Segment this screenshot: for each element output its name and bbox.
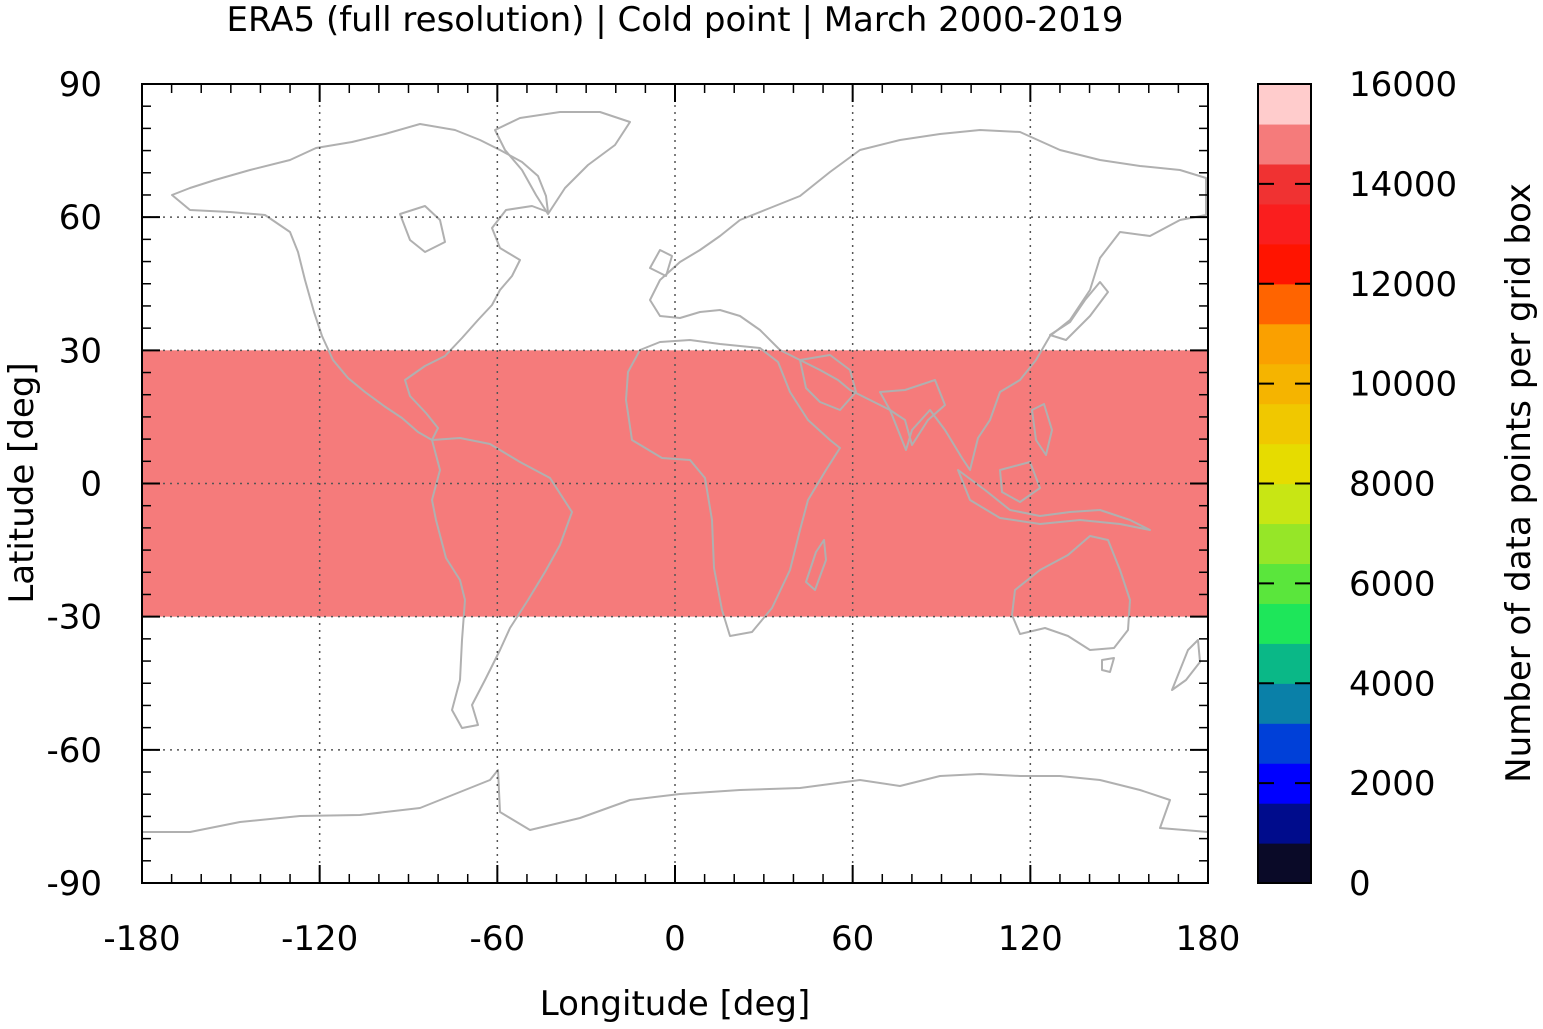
colorbar-bin (1258, 283, 1311, 325)
colorbar-tick-label: 16000 (1349, 65, 1457, 105)
colorbar-tick-labels: 0 2000 4000 6000 8000 10000 12000 14000 16000 (1349, 65, 1457, 904)
colorbar-bin (1258, 483, 1311, 525)
colorbar-tick-label: 6000 (1349, 564, 1436, 604)
coastline-antarctica (142, 769, 1209, 833)
colorbar-frame (1257, 83, 1312, 884)
y-tick-label: -30 (46, 598, 102, 638)
colorbar-tick-label: 10000 (1349, 365, 1457, 405)
colorbar-tick-label: 12000 (1349, 265, 1457, 305)
coastline-borneo (999, 461, 1041, 503)
coastline-new-zealand (1171, 639, 1201, 691)
colorbar-bin (1258, 323, 1311, 365)
x-tick-label: -180 (103, 919, 180, 959)
colorbar-bin (1258, 123, 1311, 165)
plot-frame (141, 83, 1209, 884)
y-tick-label: -90 (46, 864, 102, 904)
colorbar-bin (1258, 723, 1311, 764)
coastline-japan (1049, 281, 1109, 341)
x-tick-label: -60 (470, 919, 526, 959)
plot-area (141, 83, 1209, 884)
x-axis-label: Longitude [deg] (540, 984, 811, 1024)
coastline-africa (625, 339, 841, 637)
colorbar-bin (1258, 243, 1311, 285)
coastline-north-america (171, 123, 549, 441)
y-tick-label: 0 (80, 465, 102, 505)
colorbar-bin (1258, 443, 1311, 485)
x-tick-label: 180 (1176, 919, 1241, 959)
y-tick-label: 60 (59, 198, 102, 238)
colorbar-tick-label: 2000 (1349, 764, 1436, 804)
colorbar-bin (1258, 803, 1311, 844)
coastline-australia (1011, 535, 1131, 651)
colorbar-bins (1258, 84, 1311, 884)
x-tick-label: 60 (831, 919, 874, 959)
x-tick-label: -120 (281, 919, 358, 959)
coastline-south-america (431, 437, 573, 729)
coastline-hudson-bay (399, 205, 446, 253)
colorbar-tick-label: 14000 (1349, 165, 1457, 205)
x-tick-labels: -180 -120 -60 0 60 120 180 (103, 919, 1240, 959)
coastline-tasmania (1101, 657, 1115, 673)
y-tick-label: 30 (59, 331, 102, 371)
coastline-india (879, 379, 946, 446)
y-axis-label: Latitude [deg] (2, 362, 42, 603)
colorbar: 0 2000 4000 6000 8000 10000 12000 14000 16000 Nu… (1257, 65, 1539, 904)
coastline-britain (649, 249, 673, 277)
colorbar-bin (1258, 683, 1311, 724)
coastline-madagascar (805, 539, 827, 591)
colorbar-tick-label: 4000 (1349, 664, 1436, 704)
colorbar-bin (1258, 203, 1311, 245)
y-tick-label: -60 (46, 731, 102, 771)
coastline-greenland (494, 111, 631, 215)
colorbar-bin (1258, 84, 1311, 125)
y-tick-label: 90 (59, 65, 102, 105)
chart-title: ERA5 (full resolution) | Cold point | Ma… (227, 0, 1124, 40)
x-tick-label: 0 (664, 919, 686, 959)
colorbar-bin (1258, 403, 1311, 445)
minor-ticks (142, 84, 1208, 883)
coastline-indonesia (957, 469, 1151, 531)
colorbar-bin (1258, 603, 1311, 644)
coastlines (142, 111, 1209, 833)
grid (142, 84, 1208, 883)
colorbar-bin (1258, 843, 1311, 884)
colorbar-tick-label: 0 (1349, 864, 1371, 904)
colorbar-tick-label: 8000 (1349, 465, 1436, 505)
coastline-arabia (799, 354, 857, 411)
colorbar-bin (1258, 523, 1311, 564)
coastline-philippines (1031, 403, 1053, 456)
colorbar-label: Number of data points per grid box (1499, 183, 1539, 783)
colorbar-bin (1258, 643, 1311, 684)
y-tick-labels: 90 60 30 0 -30 -60 -90 (46, 65, 102, 904)
x-tick-label: 120 (998, 919, 1063, 959)
